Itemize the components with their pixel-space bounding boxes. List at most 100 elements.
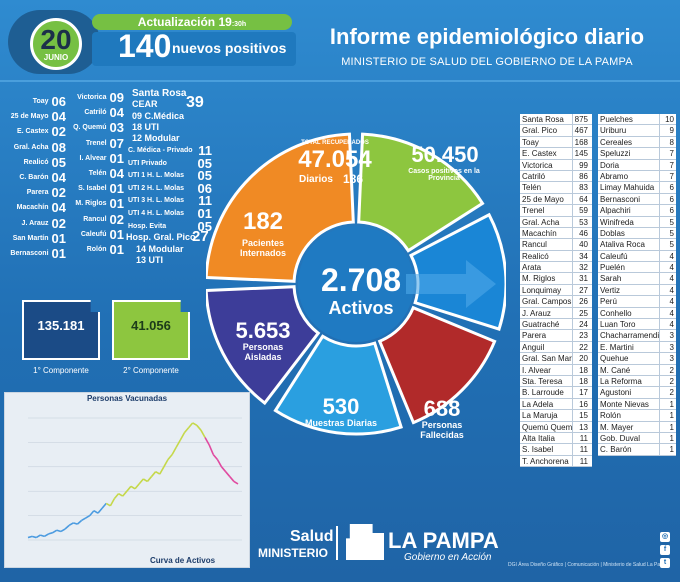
segment-samples bbox=[273, 334, 403, 436]
table-cell-name: Santa Rosa bbox=[522, 115, 564, 124]
locality-value: 03 bbox=[109, 120, 124, 136]
page-title: Informe epidemiológico diario bbox=[329, 24, 645, 49]
hospital-cear: CEAR bbox=[132, 99, 158, 109]
isolated-value: 5.653 bbox=[235, 318, 291, 343]
chart-line-segment bbox=[192, 422, 198, 427]
table-cell-value: 168 bbox=[572, 136, 590, 148]
hospital-row: C. Médica - Privado 11 bbox=[128, 143, 212, 158]
table-cell-name: Ataliva Roca bbox=[600, 240, 645, 250]
chart-line-segment bbox=[167, 454, 173, 460]
table-row: E. Castex 145 bbox=[520, 148, 592, 160]
table-cell-value: 3 bbox=[659, 330, 676, 341]
chart-line-segment bbox=[35, 534, 41, 539]
table-row: Gral. Pico 467 bbox=[520, 125, 592, 137]
table-cell-name: J. Arauz bbox=[522, 308, 551, 318]
table-cell-value: 467 bbox=[572, 125, 590, 136]
locality-name: Bernasconi bbox=[10, 250, 49, 257]
locality-name: Gral. Acha bbox=[13, 143, 49, 151]
table-cell-name: E. Martini bbox=[600, 342, 634, 352]
locality-value: 07 bbox=[109, 135, 124, 151]
table-cell-value: 5 bbox=[659, 227, 676, 239]
locality-row: Toay 06 bbox=[4, 94, 66, 109]
locality-name: J. Arauz bbox=[21, 219, 49, 227]
locality-row: Trenel 07 bbox=[62, 136, 124, 151]
table-row: Vertiz 4 bbox=[598, 284, 676, 297]
chart-line-segment bbox=[229, 476, 235, 482]
locality-value: 04 bbox=[51, 109, 66, 125]
locality-value: 01 bbox=[51, 246, 66, 261]
salud-logo: Salud bbox=[290, 528, 334, 545]
component-2-map bbox=[112, 300, 190, 360]
table-row: J. Arauz 25 bbox=[520, 307, 592, 320]
table-cell-name: E. Castex bbox=[522, 149, 557, 159]
table-cell-name: I. Alvear bbox=[522, 365, 551, 375]
chart-line-segment bbox=[44, 533, 49, 538]
table-cell-value: 34 bbox=[572, 250, 590, 262]
locality-row: San Martín 01 bbox=[4, 231, 66, 246]
component-1-map bbox=[22, 300, 100, 360]
table-cell-name: Gob. Duval bbox=[600, 433, 641, 443]
table-cell-value: 4 bbox=[659, 273, 676, 284]
table-cell-value: 6 bbox=[659, 182, 676, 193]
locality-row: Rolón 01 bbox=[62, 242, 124, 257]
chart-line-segment bbox=[142, 478, 148, 483]
locality-value: 01 bbox=[109, 196, 124, 212]
hospital-pico: Hosp. Gral. Pico bbox=[126, 232, 196, 242]
table-cell-name: Vertiz bbox=[600, 285, 621, 295]
table-cell-name: Sta. Teresa bbox=[522, 376, 563, 386]
hospital-row: UTI 2 H. L. Molas 06 bbox=[128, 181, 212, 196]
table-cell-value: 5 bbox=[659, 216, 676, 227]
locality-value: 01 bbox=[109, 150, 124, 166]
chart-title: Personas Vacunadas bbox=[86, 394, 168, 403]
segment-cases bbox=[408, 212, 506, 331]
table-row: Winifreda 5 bbox=[598, 216, 676, 228]
locality-name: Macachín bbox=[16, 204, 49, 212]
locality-value: 04 bbox=[51, 200, 66, 216]
table-cell-value: 64 bbox=[572, 193, 590, 205]
table-row: La Adela 16 bbox=[520, 398, 592, 411]
table-cell-value: 5 bbox=[659, 239, 676, 250]
table-cell-name: Toay bbox=[522, 137, 539, 147]
table-cell-name: Caleufú bbox=[600, 251, 628, 261]
facebook-icon[interactable]: f bbox=[660, 545, 670, 555]
header-divider bbox=[0, 80, 680, 82]
locality-name: I. Alvear bbox=[79, 154, 107, 162]
table-row: E. Martini 3 bbox=[598, 341, 676, 354]
table-row: S. Isabel 11 bbox=[520, 444, 592, 456]
hospital-name: C. Médica - Privado bbox=[128, 147, 193, 154]
locality-name: S. Isabel bbox=[78, 185, 107, 193]
table-cell-name: M. Cané bbox=[600, 365, 631, 375]
table-cell-value: 3 bbox=[659, 341, 676, 353]
instagram-icon[interactable]: ◎ bbox=[660, 532, 670, 542]
table-cell-value: 2 bbox=[659, 364, 676, 375]
table-cell-name: Limay Mahuida bbox=[600, 183, 655, 193]
table-cell-name: Quemú Quemú bbox=[522, 422, 572, 432]
locality-name: Rolón bbox=[86, 246, 107, 253]
table-row: Telén 83 bbox=[520, 182, 592, 194]
table-cell-value: 11 bbox=[572, 432, 590, 444]
chart-line-segment bbox=[138, 478, 144, 485]
recovered-label: TOTAL RECUPERADOS bbox=[301, 140, 369, 146]
table-cell-name: La Adela bbox=[522, 399, 554, 409]
hospital-name: Hosp. Evita bbox=[128, 222, 167, 230]
table-row: Conhello 4 bbox=[598, 307, 676, 320]
deaths-label: Personas Fallecidas bbox=[420, 420, 464, 440]
table-cell-value: 4 bbox=[659, 284, 676, 296]
la-pampa-logo: LA PAMPA bbox=[388, 528, 499, 553]
chart-line-segment bbox=[85, 514, 91, 519]
active-label: Activos bbox=[328, 298, 394, 318]
locality-value: 04 bbox=[109, 105, 124, 121]
table-row: Parera 23 bbox=[520, 330, 592, 342]
table-cell-name: Monte Nievas bbox=[600, 399, 649, 409]
chart-line-segment bbox=[130, 485, 136, 490]
daily-value: 186 bbox=[342, 172, 364, 186]
table-cell-value: 46 bbox=[572, 227, 590, 239]
locality-row: Rancul 02 bbox=[62, 212, 124, 227]
twitter-icon[interactable]: t bbox=[660, 558, 670, 568]
locality-name: Q. Quemú bbox=[73, 124, 107, 132]
locality-value: 08 bbox=[51, 139, 66, 155]
chart-line-segment bbox=[113, 493, 120, 500]
table-cell-value: 4 bbox=[659, 262, 676, 273]
locality-name: Catriló bbox=[84, 109, 107, 117]
locality-value: 05 bbox=[51, 154, 66, 170]
